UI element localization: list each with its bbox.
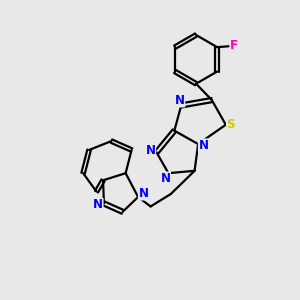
Text: S: S [226, 118, 235, 131]
Text: N: N [139, 187, 148, 200]
Text: N: N [175, 94, 185, 107]
Text: F: F [230, 39, 238, 52]
Text: N: N [199, 139, 208, 152]
Text: N: N [93, 199, 103, 212]
Text: N: N [146, 143, 156, 157]
Text: N: N [160, 172, 170, 185]
